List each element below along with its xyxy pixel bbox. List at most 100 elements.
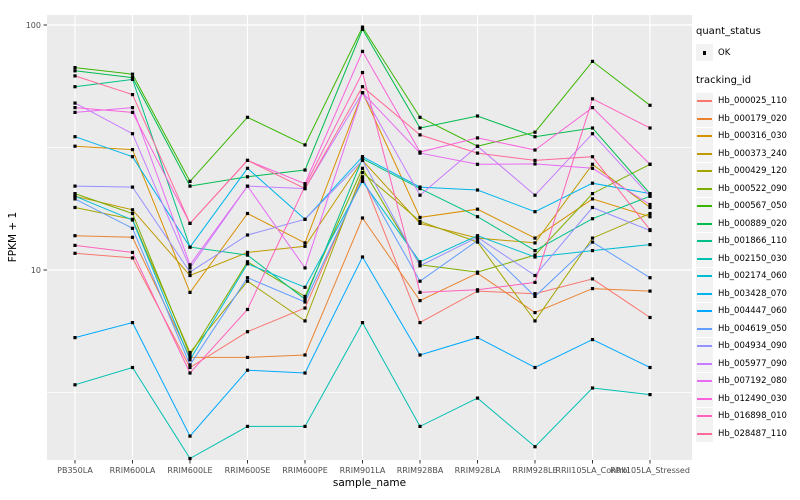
x-tick-label: RRIM600LA: [110, 466, 156, 475]
data-point: [648, 103, 652, 107]
legend-key-box: [696, 110, 713, 128]
data-point: [648, 202, 652, 207]
data-point: [245, 276, 250, 280]
data-point: [303, 184, 307, 188]
legend-item-Hb_000429_120: Hb_000429_120: [696, 162, 800, 181]
data-point: [245, 260, 250, 264]
data-point: [590, 277, 595, 281]
data-point: [303, 353, 307, 357]
data-point: [188, 365, 192, 370]
legend-item-ok: OK: [696, 44, 800, 62]
data-point: [648, 162, 652, 166]
data-point: [360, 177, 365, 181]
data-point: [590, 338, 595, 342]
data-point: [475, 188, 480, 192]
legend-item-Hb_003428_070: Hb_003428_070: [696, 285, 800, 303]
data-point: [418, 150, 422, 154]
data-point: [303, 187, 307, 191]
data-point: [648, 243, 652, 247]
legend-item-Hb_001866_110: Hb_001866_110: [696, 232, 800, 251]
legend-key-box: [696, 215, 713, 233]
data-point: [130, 185, 135, 189]
data-point: [130, 148, 135, 152]
x-tick-label: RRII105LA_Stressed: [610, 466, 690, 475]
data-point: [533, 148, 537, 152]
data-point: [188, 245, 192, 249]
x-tick-label: RRIM928LA: [455, 466, 501, 475]
data-point: [418, 299, 422, 303]
data-point: [590, 155, 595, 159]
data-point: [648, 289, 652, 293]
data-point: [475, 144, 480, 148]
data-point: [648, 205, 652, 210]
data-point: [130, 256, 135, 260]
data-point: [73, 197, 77, 201]
data-point: [130, 250, 135, 254]
data-point: [533, 135, 537, 139]
data-point: [590, 197, 595, 201]
legend-key-box: [696, 390, 713, 408]
data-point: [130, 132, 135, 136]
legend-item-label: Hb_000373_240: [718, 148, 787, 159]
data-point: [533, 158, 537, 162]
data-point: [590, 126, 595, 130]
data-point: [590, 205, 595, 210]
legend-item-Hb_000889_020: Hb_000889_020: [696, 215, 800, 233]
data-point: [418, 260, 422, 264]
legend-line-icon: [697, 432, 712, 435]
legend-line-icon: [697, 275, 712, 278]
legend-line-icon: [697, 362, 712, 365]
data-point: [188, 179, 192, 183]
legend-line-icon: [697, 170, 712, 173]
legend-item-Hb_000025_110: Hb_000025_110: [696, 92, 800, 111]
data-point: [418, 279, 422, 283]
data-point: [303, 244, 307, 248]
data-point: [475, 270, 480, 274]
data-point: [188, 263, 192, 267]
data-point: [360, 25, 365, 29]
data-point: [590, 240, 595, 244]
data-point: [188, 221, 192, 225]
legend-key-box: [696, 285, 713, 303]
data-point: [73, 192, 77, 196]
data-point: [303, 371, 307, 375]
legend-key-box: [696, 320, 713, 338]
data-point: [303, 294, 307, 298]
data-point: [533, 241, 537, 245]
data-point: [418, 126, 422, 130]
data-point: [475, 238, 480, 243]
legend-line-icon: [697, 222, 712, 225]
data-point: [245, 166, 250, 170]
legend-item-Hb_005977_090: Hb_005977_090: [696, 355, 800, 373]
legend-item-Hb_000522_090: Hb_000522_090: [696, 180, 800, 198]
legend-key-box: [696, 425, 713, 443]
legend-item-label: Hb_004619_050: [718, 323, 787, 334]
data-point: [73, 74, 77, 78]
legend-item-label: Hb_007192_080: [718, 376, 787, 387]
data-point: [245, 175, 250, 179]
legend-item-label: Hb_000429_120: [718, 166, 787, 177]
legend-item-Hb_000373_240: Hb_000373_240: [696, 145, 800, 163]
legend-item-Hb_002174_060: Hb_002174_060: [696, 267, 800, 286]
data-point: [73, 66, 77, 70]
data-point: [418, 353, 422, 357]
x-tick-label: RRIM600LE: [167, 466, 212, 475]
legend-item-Hb_004447_060: Hb_004447_060: [696, 302, 800, 321]
data-point: [245, 330, 250, 334]
legend-item-Hb_004934_090: Hb_004934_090: [696, 337, 800, 356]
data-point: [533, 249, 537, 253]
legend-key-box: [696, 180, 713, 198]
data-point: [73, 205, 77, 210]
x-tick-label: PB350LA: [57, 466, 93, 475]
data-point: [475, 162, 480, 166]
data-point: [130, 235, 135, 239]
data-point: [590, 386, 595, 390]
data-point: [73, 85, 77, 89]
data-point: [533, 236, 537, 240]
data-point: [360, 255, 365, 259]
legend-line-icon: [697, 187, 712, 190]
legend-item-Hb_000179_020: Hb_000179_020: [696, 110, 800, 128]
data-point: [73, 184, 77, 188]
legend-line-icon: [697, 205, 712, 208]
